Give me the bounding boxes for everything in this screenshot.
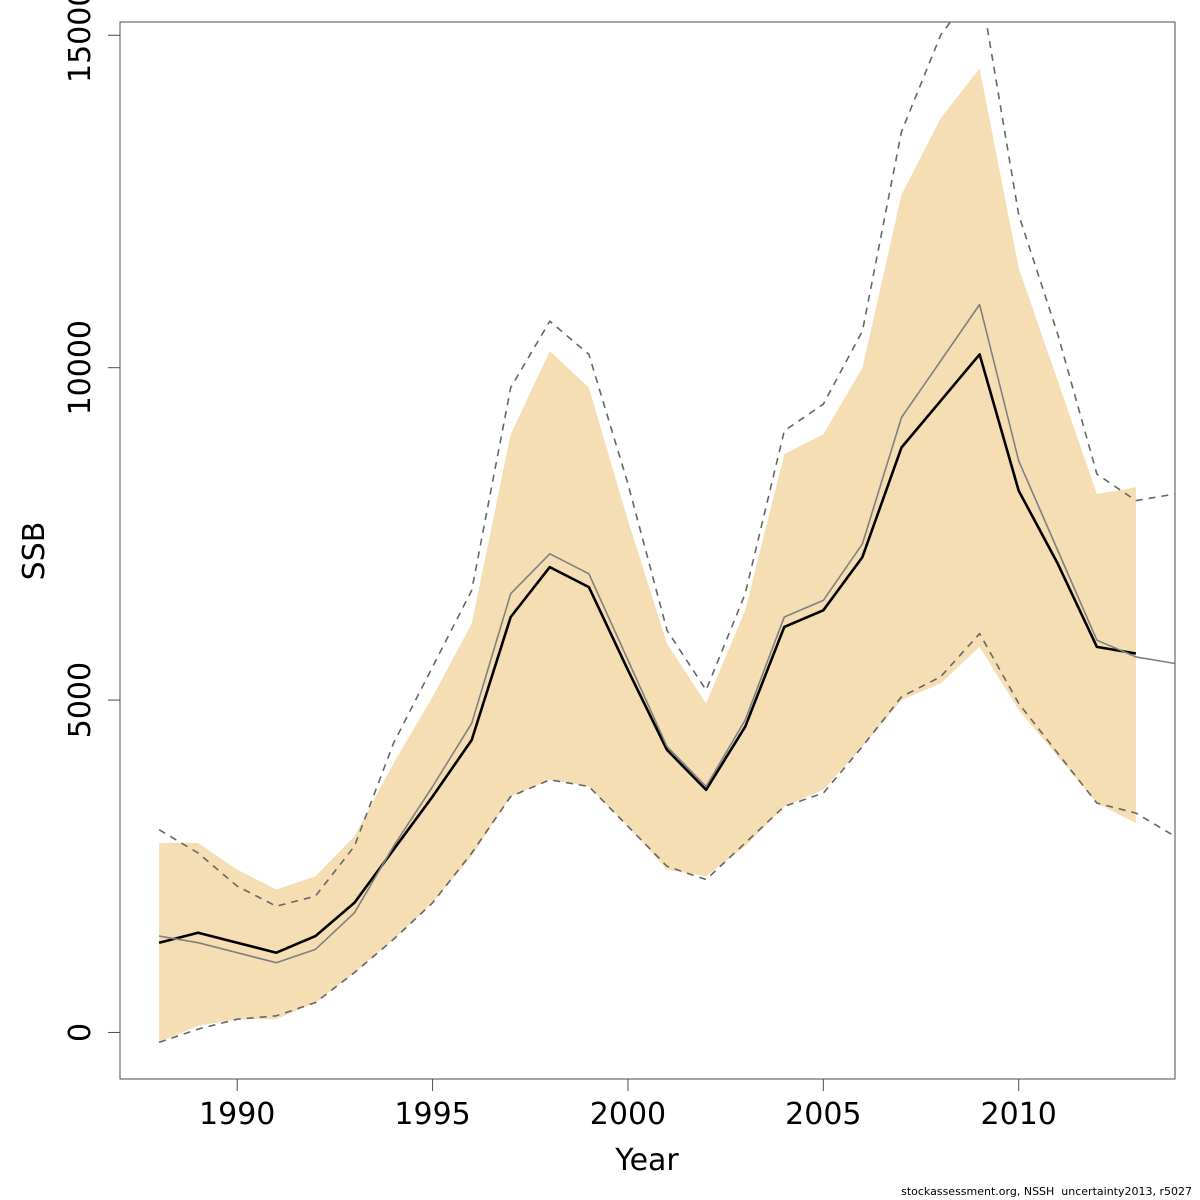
y-tick-label: 10000 xyxy=(63,320,98,415)
x-axis: 1990 1995 2000 2005 2010 xyxy=(199,1079,1057,1132)
confidence-band xyxy=(159,68,1136,1043)
ssb-estimate-line xyxy=(158,353,1137,955)
x-axis-title: Year xyxy=(614,1143,679,1178)
y-axis-title: SSB xyxy=(17,522,52,581)
footer-credit: stockassessment.org, NSSH uncertainty201… xyxy=(901,1185,1192,1198)
plot-frame xyxy=(119,21,1176,1080)
x-tick-label: 1990 xyxy=(199,1097,275,1132)
y-axis: 0 5000 10000 15000 xyxy=(63,0,120,1042)
upper-dashed-bound-line xyxy=(158,22,1175,908)
x-tick-label: 2000 xyxy=(590,1097,666,1132)
x-tick-label: 2005 xyxy=(785,1097,861,1132)
x-tick-label: 2010 xyxy=(981,1097,1057,1132)
y-tick-label: 0 xyxy=(63,1023,98,1042)
ssb-comparison-line xyxy=(158,303,1175,964)
x-tick-label: 1995 xyxy=(394,1097,470,1132)
y-tick-label: 15000 xyxy=(63,0,98,83)
lower-dashed-bound-line xyxy=(158,632,1175,1044)
y-tick-label: 5000 xyxy=(63,662,98,738)
